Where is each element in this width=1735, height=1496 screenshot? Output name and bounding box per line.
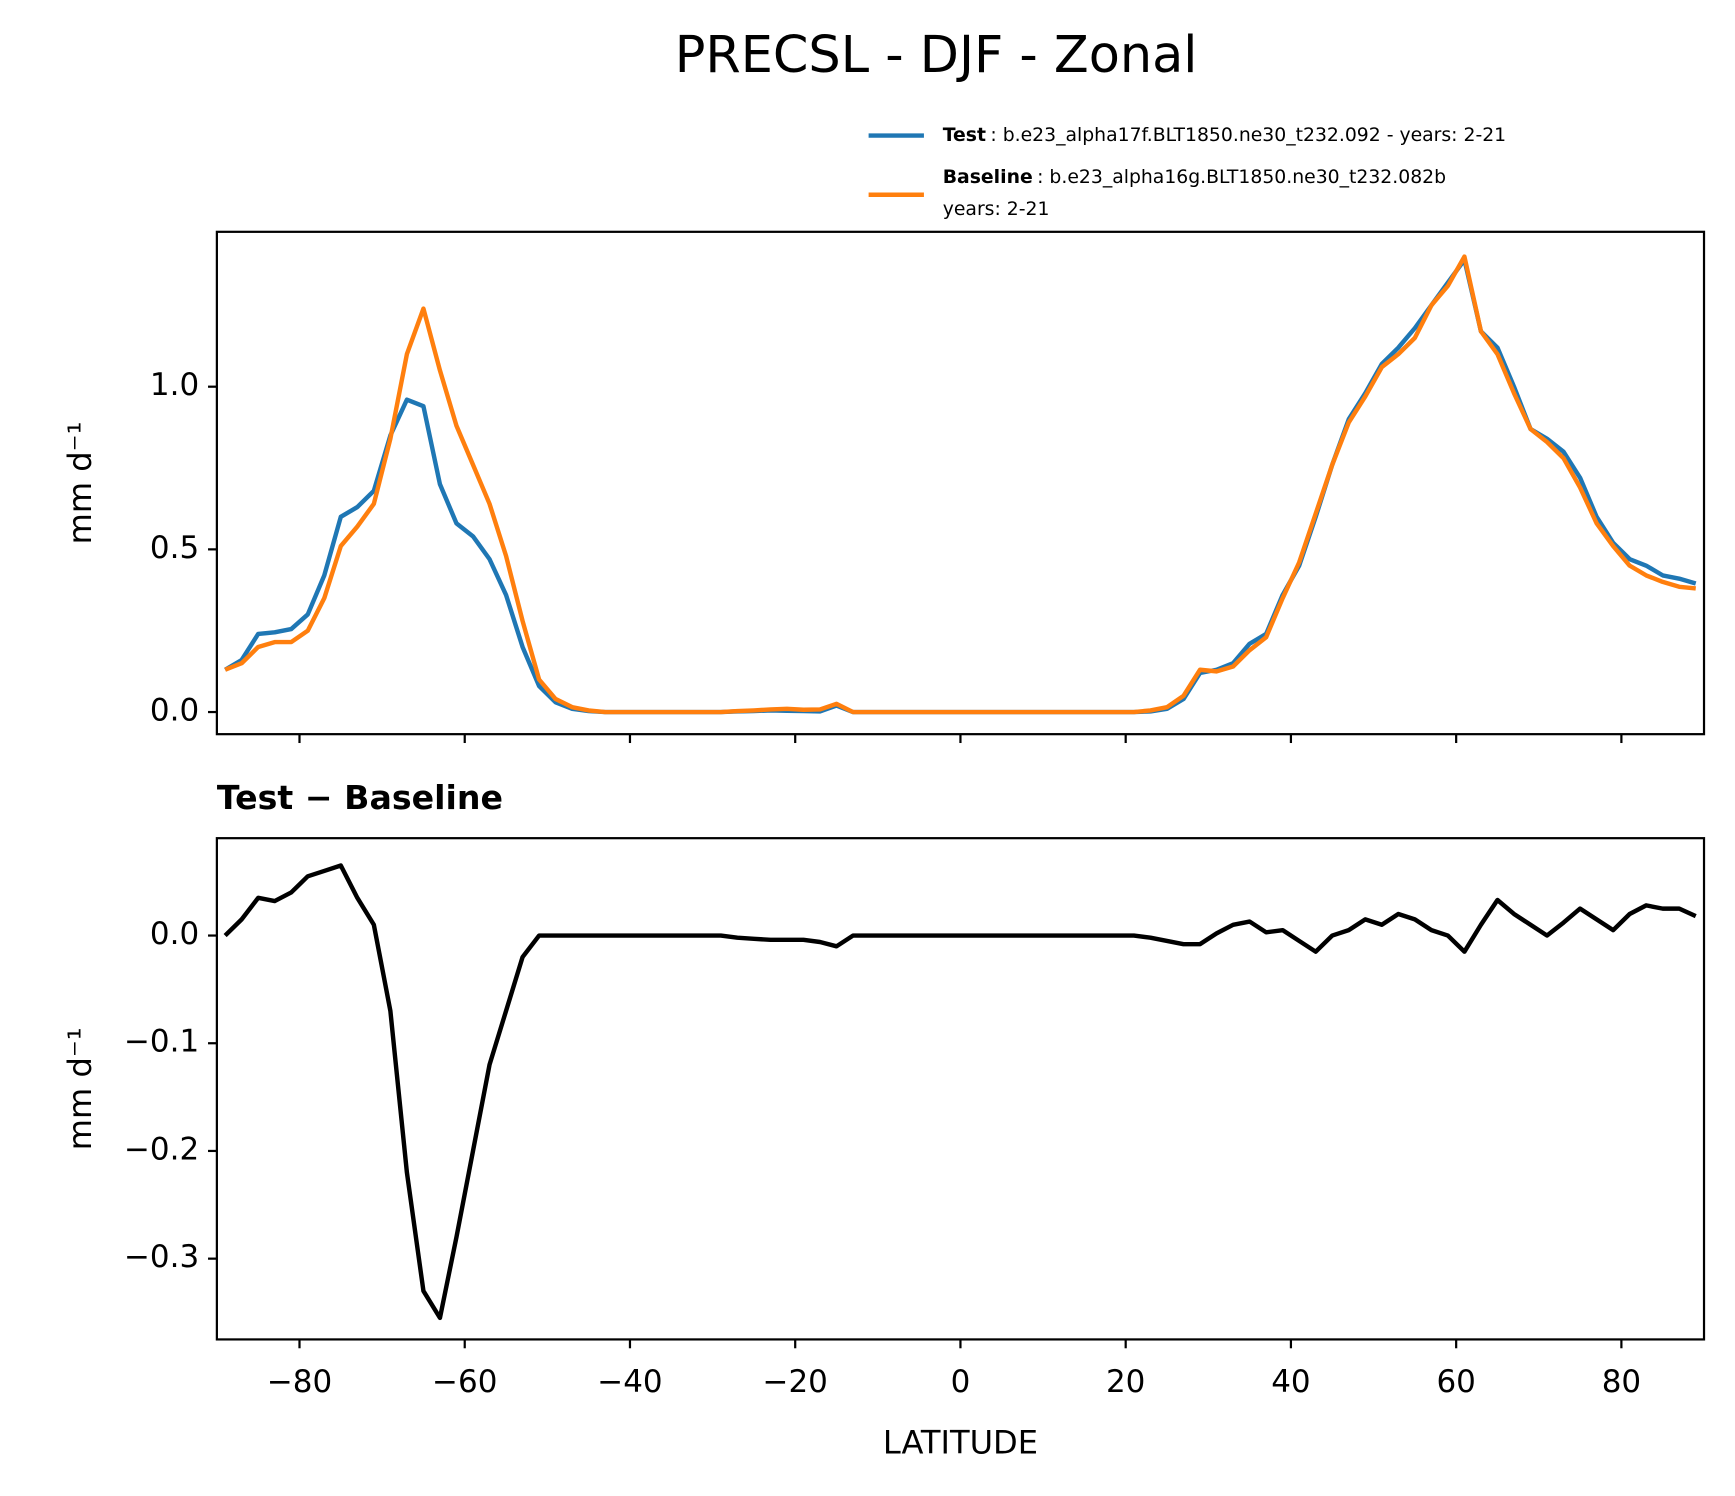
- x-tick-label: −20: [763, 1364, 828, 1400]
- y-tick-label: −0.1: [124, 1024, 199, 1060]
- axes-frame: [215, 230, 1706, 736]
- data-line: [224, 254, 1696, 715]
- legend-label: : b.e23_alpha16g.BLT1850.ne30_t232.082b: [1037, 167, 1446, 188]
- axes-frame: [215, 837, 1706, 1341]
- figure-title: PRECSL - DJF - Zonal: [675, 26, 1198, 85]
- x-tick-label: −60: [432, 1364, 497, 1400]
- x-tick-label: −40: [597, 1364, 662, 1400]
- x-tick-label: 60: [1436, 1364, 1475, 1400]
- y-axis-label: mm d⁻¹: [61, 1027, 99, 1150]
- x-axis-label: LATITUDE: [883, 1424, 1038, 1462]
- x-tick-label: 0: [951, 1364, 971, 1400]
- y-tick-label: −0.2: [124, 1131, 199, 1167]
- y-tick-label: −0.3: [124, 1239, 199, 1275]
- y-tick-label: 0.0: [150, 916, 199, 952]
- y-axis-label: mm d⁻¹: [61, 422, 99, 545]
- y-tick-label: 1.0: [150, 367, 199, 403]
- legend-name: Test: [943, 125, 986, 146]
- data-line: [223, 863, 1697, 1321]
- legend-name: Baseline: [943, 167, 1033, 188]
- x-tick-label: 40: [1271, 1364, 1310, 1400]
- x-tick-label: 80: [1602, 1364, 1641, 1400]
- y-tick-label: 0.0: [150, 693, 199, 729]
- x-tick-label: −80: [267, 1364, 332, 1400]
- x-tick-label: 20: [1106, 1364, 1145, 1400]
- y-tick-label: 0.5: [150, 530, 199, 566]
- plot-area: [223, 863, 1697, 1321]
- legend-label: years: 2-21: [943, 199, 1050, 220]
- plot-area: [224, 254, 1697, 715]
- subplot-title: Test − Baseline: [217, 778, 503, 817]
- legend-label: : b.e23_alpha17f.BLT1850.ne30_t232.092 -…: [990, 125, 1506, 146]
